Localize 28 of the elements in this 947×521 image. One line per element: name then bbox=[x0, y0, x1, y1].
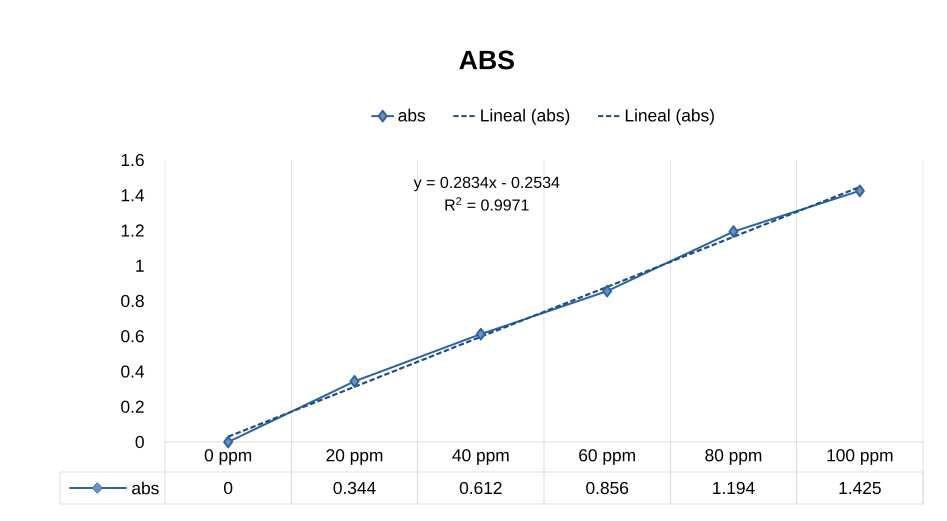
annotation: y = 0.2834x - 0.2534 bbox=[414, 176, 560, 192]
y-tick-label: 1 bbox=[136, 260, 144, 272]
y-tick-label: 0.4 bbox=[121, 365, 144, 378]
y-tick-label: 0.8 bbox=[121, 294, 144, 308]
text: abs bbox=[132, 482, 159, 494]
chart-title: ABS bbox=[459, 50, 514, 70]
y-tick-label: 0 bbox=[136, 436, 144, 448]
x-tick-label: 100 ppm bbox=[827, 449, 892, 465]
annotation: R$^{2}$ = 0.9971 bbox=[445, 197, 529, 211]
x-tick-label: 20 ppm bbox=[326, 449, 382, 465]
y-tick-label: 0.6 bbox=[121, 330, 144, 342]
x-tick-label: 60 ppm bbox=[579, 449, 635, 465]
data-label: 0.612 bbox=[460, 482, 502, 494]
legend-label: Lineal (abs) bbox=[626, 108, 714, 125]
data-label: 0.856 bbox=[586, 482, 628, 494]
data-label: 1.194 bbox=[713, 482, 755, 494]
x-tick-label: 40 ppm bbox=[452, 449, 509, 465]
y-tick-label: 1.6 bbox=[122, 154, 144, 166]
x-tick-label: 0 ppm bbox=[204, 449, 252, 465]
data-label: 1.425 bbox=[839, 482, 881, 494]
y-tick-label: 1.2 bbox=[122, 224, 144, 237]
x-tick-label: 80 ppm bbox=[705, 449, 762, 465]
data-label: 0 bbox=[224, 482, 232, 494]
y-tick-label: 1.4 bbox=[122, 189, 144, 202]
legend-label: Lineal (abs) bbox=[481, 108, 570, 125]
y-tick-label: 0.2 bbox=[121, 400, 144, 413]
data-label: 0.344 bbox=[333, 482, 376, 494]
legend-label: abs bbox=[398, 108, 426, 122]
